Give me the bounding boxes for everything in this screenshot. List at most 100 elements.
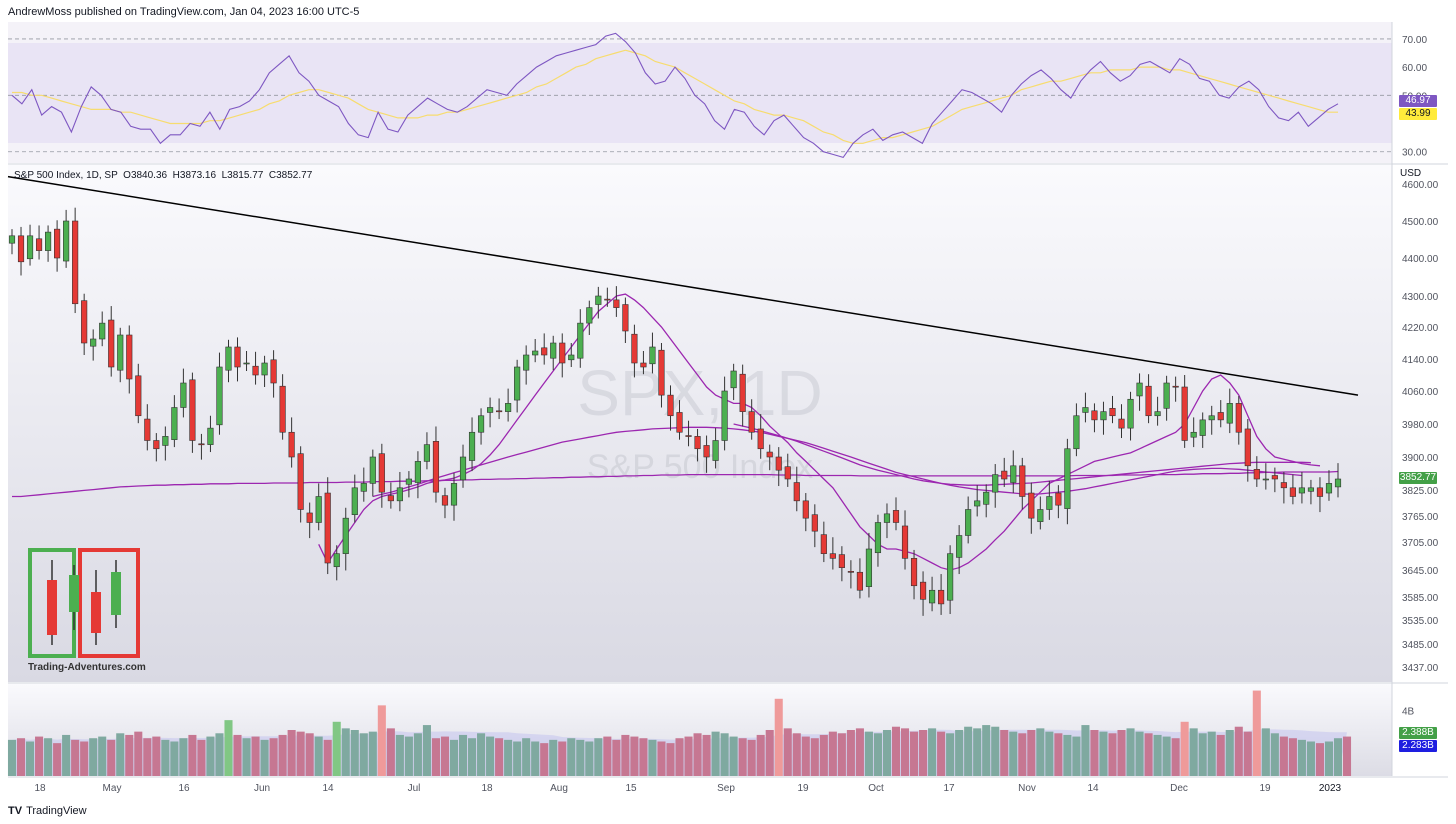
time-axis-label: 17 (943, 783, 955, 794)
volume-bar (386, 728, 395, 776)
candle (550, 342, 557, 359)
candle (568, 354, 575, 361)
candle (8, 235, 16, 244)
publisher-header: AndrewMoss published on TradingView.com,… (8, 6, 360, 18)
volume-bar (422, 725, 431, 776)
price-tick-label: 4500.00 (1402, 217, 1439, 228)
volume-bar (720, 733, 729, 776)
candle (1271, 475, 1278, 480)
volume-bar (26, 741, 35, 776)
volume-bar (152, 736, 161, 776)
volume-bar (1207, 731, 1216, 776)
candle (1280, 482, 1287, 489)
volume-bar (1108, 733, 1117, 776)
volume-ma-value-tag: 2.283B (1399, 740, 1437, 752)
volume-bar (1189, 728, 1198, 776)
volume-bar (1144, 733, 1153, 776)
time-axis-label: Nov (1018, 783, 1036, 794)
candle (1154, 411, 1161, 417)
volume-bar (603, 736, 612, 776)
candle (108, 319, 115, 368)
volume-bar (89, 738, 98, 776)
candle (974, 500, 981, 507)
candle (1163, 382, 1170, 409)
volume-bar (404, 736, 413, 776)
time-axis-label: 14 (1087, 783, 1099, 794)
time-axis-label: 15 (625, 783, 637, 794)
candle (1172, 385, 1179, 388)
volume-bar (711, 731, 720, 776)
rsi-value-tag: 46.97 (1399, 95, 1437, 107)
candle (234, 346, 241, 368)
price-axis-unit: USD (1400, 168, 1422, 179)
candle (829, 553, 836, 559)
volume-bar (16, 738, 26, 776)
volume-bar (675, 738, 684, 776)
candle (477, 415, 485, 433)
candle (1037, 509, 1044, 522)
candle (243, 362, 250, 365)
volume-bar (946, 733, 955, 776)
volume-bar (468, 738, 477, 776)
candle (757, 428, 764, 450)
candle (1226, 403, 1233, 424)
price-tick-label: 4600.00 (1402, 180, 1439, 191)
volume-bar (179, 738, 188, 776)
candle (1028, 492, 1035, 519)
candle (81, 300, 88, 344)
candle (369, 456, 376, 484)
candle (180, 382, 187, 408)
tradingview-footer[interactable]: TV TradingView (8, 805, 87, 817)
candle (910, 558, 918, 587)
candle (1199, 419, 1206, 436)
candle (613, 299, 620, 308)
candle (1073, 415, 1080, 450)
volume-bar (522, 738, 531, 776)
volume-bar (837, 733, 846, 776)
volume-bar (531, 741, 540, 776)
candle (17, 235, 25, 263)
volume-bar (1270, 733, 1279, 776)
volume-tick-label: 4B (1402, 706, 1415, 717)
candle (405, 478, 412, 485)
time-axis-label: 18 (481, 783, 493, 794)
volume-bar (440, 736, 450, 776)
time-axis-label: 19 (797, 783, 809, 794)
candle (135, 375, 142, 417)
candle (198, 443, 205, 446)
price-tick-label: 3585.00 (1402, 593, 1439, 604)
candle (288, 431, 295, 458)
candle (820, 534, 827, 554)
candle (1208, 415, 1215, 421)
volume-bar (630, 736, 639, 776)
candle (171, 407, 178, 440)
candle (1010, 465, 1017, 483)
candle (676, 412, 683, 433)
time-axis-label: 16 (178, 783, 190, 794)
candle (712, 440, 719, 461)
volume-bar (1306, 741, 1315, 776)
volume-bar (738, 738, 747, 776)
candle (468, 431, 476, 461)
candle (901, 525, 909, 559)
candle (117, 334, 124, 371)
moving-average-line (372, 426, 1302, 498)
volume-bar (973, 728, 982, 776)
volume-bar (377, 705, 386, 776)
volume-bar (504, 739, 513, 776)
candle (450, 483, 458, 506)
candle (45, 231, 52, 251)
volume-bar (1261, 728, 1270, 776)
moving-average-line (318, 293, 1321, 571)
volume-bar (567, 738, 576, 776)
candle (333, 553, 340, 568)
candle (90, 338, 97, 347)
legend-open-label: O (123, 170, 131, 181)
volume-bar (585, 741, 594, 776)
time-axis-label: 2023 (1319, 783, 1342, 794)
volume-bar (143, 738, 152, 776)
volume-bar (53, 743, 62, 776)
volume-bar (242, 738, 251, 776)
ohlc-legend: S&P 500 Index, 1D, SP O3840.36 H3873.16 … (14, 170, 312, 181)
